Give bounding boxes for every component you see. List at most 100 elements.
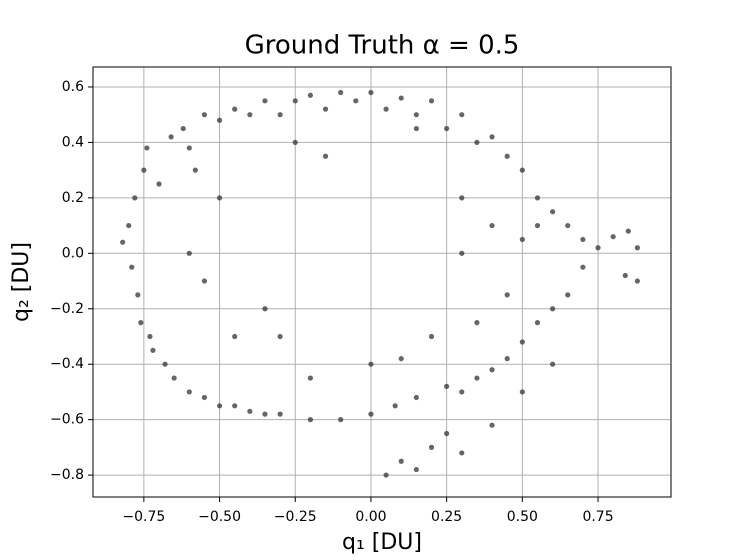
point (383, 106, 389, 112)
point (534, 195, 541, 201)
point (168, 134, 174, 140)
point (247, 112, 253, 118)
point (398, 356, 404, 362)
point (186, 389, 192, 395)
point (262, 411, 268, 417)
point (519, 389, 525, 395)
y-tick-label: 0.6 (62, 79, 84, 95)
y-tick-label: −0.8 (50, 467, 84, 483)
point (398, 95, 404, 101)
x-tick-label: −0.50 (198, 509, 241, 525)
point (144, 145, 150, 151)
point (504, 292, 510, 298)
point (580, 236, 586, 243)
point (201, 394, 208, 401)
point (550, 209, 556, 215)
point (232, 333, 238, 340)
point (171, 375, 177, 381)
point (519, 167, 525, 173)
point (338, 89, 344, 96)
point (459, 250, 465, 256)
point (413, 112, 419, 118)
point (610, 234, 616, 240)
point (186, 145, 192, 151)
point (141, 167, 147, 173)
chart-title: Ground Truth α = 0.5 (245, 31, 520, 61)
point (216, 403, 223, 409)
point (353, 98, 359, 104)
point (444, 383, 450, 389)
point (368, 411, 374, 417)
y-tick-label: 0.0 (62, 245, 84, 261)
point (277, 411, 283, 417)
point (138, 320, 144, 326)
point (232, 403, 238, 409)
point (625, 228, 631, 234)
point (368, 89, 374, 96)
point (489, 367, 495, 373)
point (565, 292, 571, 298)
point (147, 333, 153, 340)
point (262, 306, 268, 312)
point (428, 444, 435, 450)
point (459, 112, 465, 118)
point (622, 272, 628, 279)
point (634, 245, 640, 251)
point (504, 153, 510, 159)
x-tick-label: 0.75 (582, 509, 613, 525)
x-tick-label: −0.75 (122, 509, 165, 525)
point (444, 125, 450, 132)
point (322, 153, 329, 159)
point (307, 375, 313, 381)
point (383, 472, 389, 478)
point (132, 195, 138, 201)
point (201, 278, 208, 284)
point (580, 264, 586, 270)
y-tick-label: 0.2 (62, 190, 84, 206)
point (368, 361, 374, 367)
point (504, 356, 510, 362)
y-tick-label: −0.4 (50, 356, 84, 372)
point (247, 408, 253, 414)
point (459, 450, 465, 456)
point (428, 333, 435, 340)
point (126, 222, 132, 229)
point (413, 125, 419, 132)
point (398, 458, 404, 464)
point (156, 181, 162, 187)
point (534, 320, 541, 326)
point (489, 422, 495, 428)
point (232, 106, 238, 112)
point (428, 98, 435, 104)
point (489, 134, 495, 140)
x-tick-label: −0.25 (274, 509, 317, 525)
point (565, 222, 571, 229)
point (186, 250, 192, 256)
y-tick-label: −0.6 (50, 412, 84, 428)
point (262, 98, 268, 104)
point (595, 245, 601, 251)
y-tick-label: 0.4 (62, 134, 84, 150)
point (519, 236, 525, 243)
point (192, 167, 198, 173)
y-axis-label: q₂ [DU] (9, 242, 34, 322)
x-tick-label: 0.00 (355, 509, 386, 525)
point (307, 417, 313, 423)
point (201, 112, 208, 118)
point (489, 222, 495, 229)
point (322, 106, 329, 112)
point (338, 417, 344, 423)
point (474, 320, 480, 326)
point (534, 222, 541, 229)
point (413, 466, 419, 473)
point (277, 112, 283, 118)
point (180, 125, 186, 132)
point (120, 239, 126, 245)
point (216, 195, 223, 201)
point (129, 264, 135, 270)
point (150, 347, 156, 353)
point (519, 339, 525, 345)
x-tick-label: 0.50 (507, 509, 538, 525)
x-axis-label: q₁ [DU] (342, 530, 422, 555)
